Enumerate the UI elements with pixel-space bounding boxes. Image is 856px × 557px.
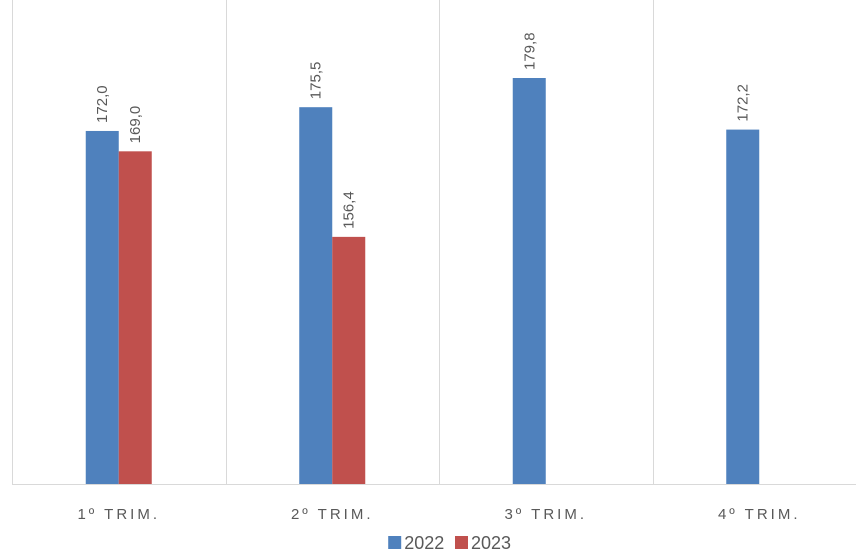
- legend-swatch-2022: [388, 536, 402, 549]
- x-tick-label: 3º TRIM.: [504, 506, 587, 523]
- legend-swatch-2023: [455, 536, 468, 549]
- bar-2022-1: [85, 130, 119, 484]
- data-labels: 172,0 169,0 175,5 156,4 179,8 172,2: [94, 32, 752, 228]
- x-tick-label: 2º TRIM.: [291, 506, 374, 523]
- grid-lines: [12, 0, 654, 484]
- bar-2023-1: [118, 151, 152, 485]
- legend: 2022 2023: [388, 533, 511, 553]
- data-label: 175,5: [308, 62, 325, 100]
- data-label: 169,0: [127, 106, 144, 144]
- legend-label-2023: 2023: [471, 533, 511, 553]
- x-tick-label: 1º TRIM.: [77, 506, 160, 523]
- legend-label-2022: 2022: [404, 533, 444, 553]
- x-tick-label: 4º TRIM.: [718, 506, 801, 523]
- data-label: 172,0: [94, 85, 111, 123]
- data-label: 156,4: [341, 191, 358, 229]
- bar-2022-2: [299, 107, 333, 485]
- data-label: 179,8: [521, 32, 538, 70]
- bars: [85, 78, 760, 485]
- data-label: 172,2: [735, 84, 752, 122]
- bar-2022-3: [512, 78, 546, 484]
- category-axis: 1º TRIM. 2º TRIM. 3º TRIM. 4º TRIM.: [12, 484, 856, 523]
- bar-2023-2: [332, 236, 366, 484]
- bar-2022-4: [726, 129, 760, 484]
